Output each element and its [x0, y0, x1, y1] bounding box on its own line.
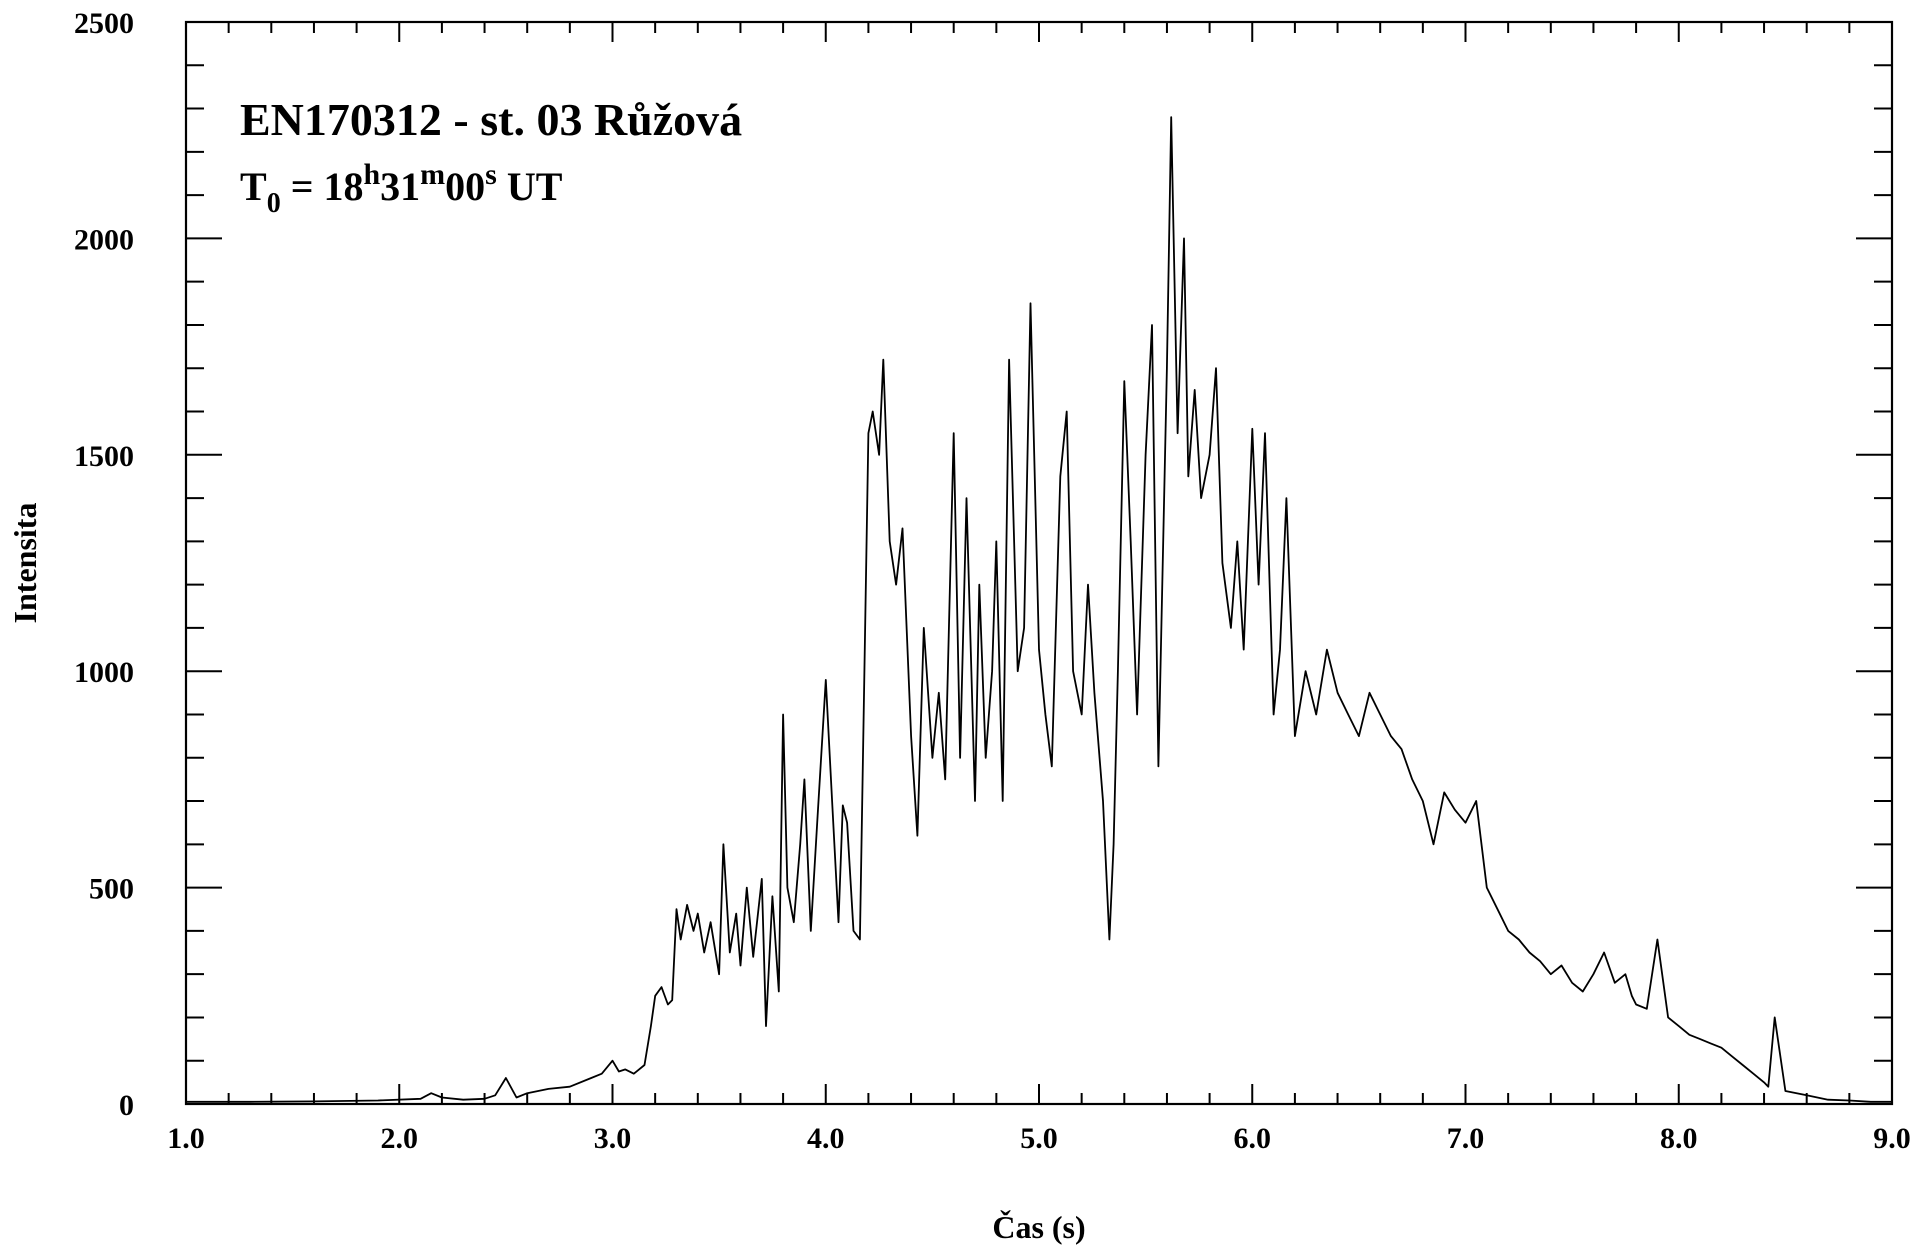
x-tick-label: 5.0: [1020, 1122, 1058, 1155]
series-line: [186, 116, 1892, 1103]
x-tick-label: 3.0: [594, 1122, 632, 1155]
subtitle-m: m: [420, 158, 445, 191]
x-tick-label: 7.0: [1447, 1122, 1485, 1155]
x-tick-label: 6.0: [1234, 1122, 1272, 1155]
x-tick-label: 9.0: [1873, 1122, 1911, 1155]
tick-labels: 1.0 2.0 3.0 4.0 5.0 6.0 7.0 8.0 9.0 0 500 1000 1500 2…: [74, 7, 1911, 1155]
y-tick-label: 0: [119, 1089, 134, 1122]
y-tick-label: 2500: [74, 7, 134, 40]
x-tick-label: 8.0: [1660, 1122, 1698, 1155]
x-axis-title: Čas (s): [992, 1209, 1085, 1245]
x-tick-label: 4.0: [807, 1122, 845, 1155]
subtitle-eq: = 18: [281, 164, 364, 209]
subtitle-seconds: 00: [445, 164, 485, 209]
subtitle-h: h: [363, 158, 380, 191]
y-tick-label: 1500: [74, 440, 134, 473]
x-tick-label: 2.0: [381, 1122, 419, 1155]
subtitle-tail: UT: [497, 164, 563, 209]
subtitle-base: T: [240, 164, 267, 209]
chart-subtitle: T0 = 18h31m00s UT: [240, 158, 563, 219]
subtitle-sub: 0: [267, 188, 281, 219]
subtitle-s: s: [485, 158, 497, 191]
subtitle-minutes: 31: [380, 164, 420, 209]
y-tick-label: 1000: [74, 656, 134, 689]
chart-title: EN170312 - st. 03 Růžová: [240, 94, 742, 145]
plot-frame: [184, 20, 1894, 1106]
x-tick-label: 1.0: [167, 1122, 205, 1155]
y-tick-label: 2000: [74, 223, 134, 256]
y-tick-label: 500: [89, 873, 134, 906]
y-axis-title: Intensita: [7, 503, 43, 624]
